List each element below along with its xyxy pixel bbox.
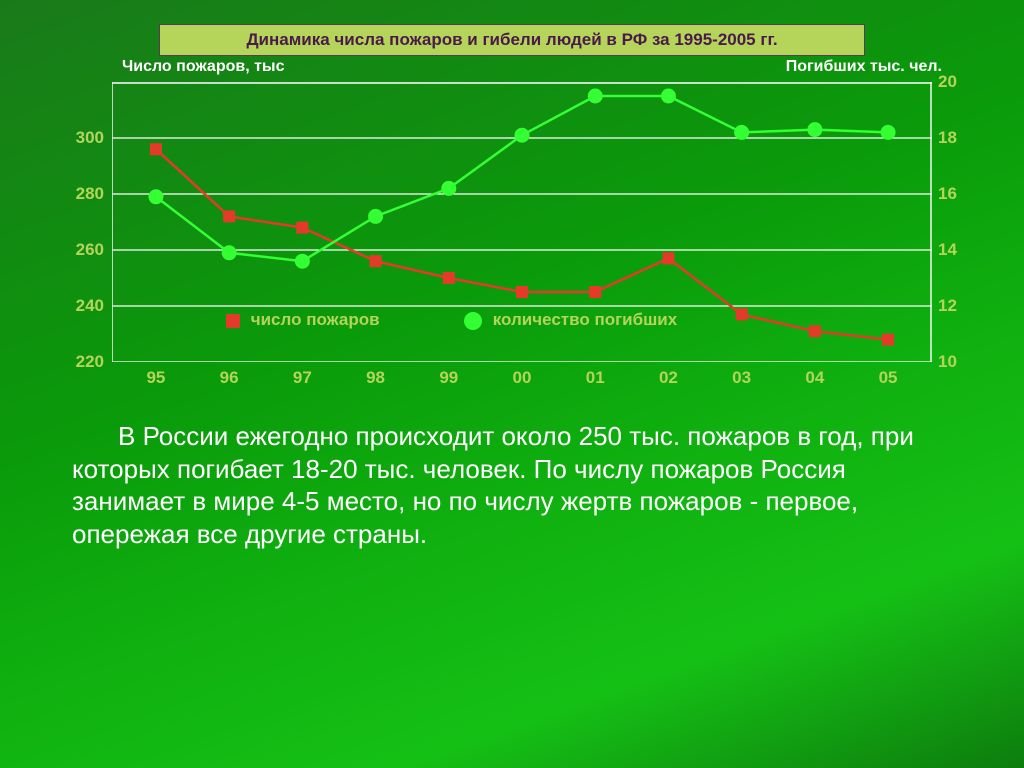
y-right-label: Погибших тыс. чел. (786, 58, 942, 76)
body-paragraph: В России ежегодно происходит около 250 т… (72, 420, 952, 550)
y-left-tick: 220 (68, 352, 104, 372)
legend-deaths-label: количество погибших (493, 310, 677, 329)
y-left-label: Число пожаров, тыс (122, 58, 284, 76)
x-tick: 02 (659, 368, 678, 388)
y-left-tick: 300 (68, 128, 104, 148)
x-tick: 97 (293, 368, 312, 388)
legend-deaths: количество погибших (462, 310, 677, 331)
legend-fires: число пожаров (222, 310, 380, 330)
y-right-tick: 18 (938, 128, 957, 148)
x-tick: 99 (439, 368, 458, 388)
chart-title: Динамика числа пожаров и гибели людей в … (159, 24, 865, 56)
y-left-tick: 260 (68, 240, 104, 260)
chart-area: Число пожаров, тыс Погибших тыс. чел. чи… (62, 62, 962, 402)
y-right-tick: 10 (938, 352, 957, 372)
y-right-tick: 16 (938, 184, 957, 204)
x-tick: 95 (146, 368, 165, 388)
y-left-tick: 240 (68, 296, 104, 316)
x-tick: 04 (805, 368, 824, 388)
x-tick: 01 (586, 368, 605, 388)
x-tick: 00 (513, 368, 532, 388)
y-right-tick: 20 (938, 72, 957, 92)
x-tick: 96 (220, 368, 239, 388)
x-tick: 03 (732, 368, 751, 388)
y-right-tick: 14 (938, 240, 957, 260)
x-tick: 05 (879, 368, 898, 388)
y-left-tick: 280 (68, 184, 104, 204)
body-text-content: В России ежегодно происходит около 250 т… (72, 421, 914, 549)
legend-fires-label: число пожаров (251, 310, 380, 329)
x-tick: 98 (366, 368, 385, 388)
y-right-tick: 12 (938, 296, 957, 316)
